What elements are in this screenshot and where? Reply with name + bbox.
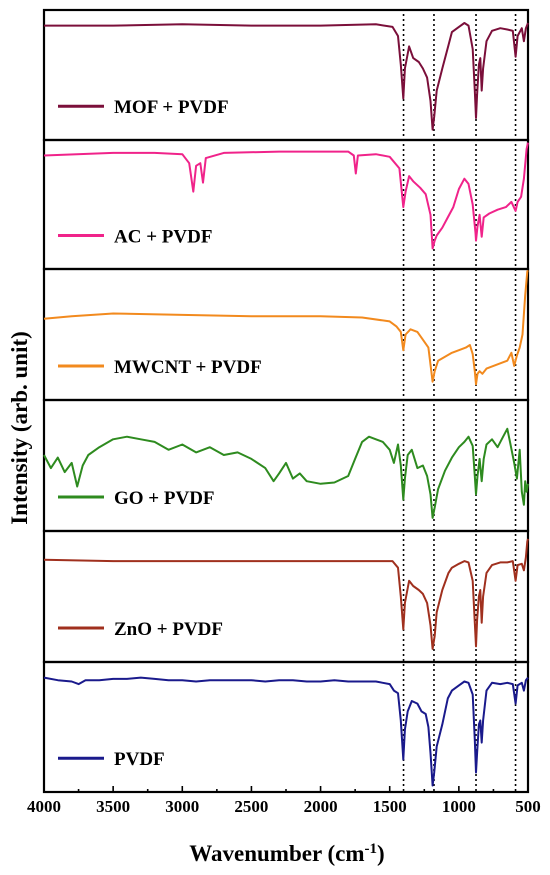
x-tick-label: 3500 [96, 797, 130, 816]
x-axis: 4000 3500 3000 2500 2000 1500 1000 500 [27, 786, 541, 816]
legend-label: AC + PVDF [114, 226, 212, 247]
x-tick-label: 2000 [304, 797, 338, 816]
panel-5: ZnO + PVDF [42, 529, 530, 664]
series-line [43, 269, 529, 386]
legend-label: ZnO + PVDF [114, 619, 223, 640]
x-axis-title-suffix: ) [377, 841, 385, 866]
panel-frame [42, 398, 530, 533]
panel-frame [42, 529, 530, 664]
legend-label: MOF + PVDF [114, 97, 229, 118]
panel-6: PVDF [42, 660, 530, 794]
legend-label: PVDF [114, 749, 165, 770]
y-axis-title: Intensity (arb. unit) [7, 331, 32, 525]
series-line [44, 22, 529, 131]
panel-3: MWCNT + PVDF [42, 267, 530, 402]
panel-4: GO + PVDF [42, 398, 530, 533]
panel-frame [42, 267, 530, 402]
reference-lines [402, 14, 517, 792]
x-tick-label: 500 [515, 797, 541, 816]
series-line [43, 538, 529, 650]
x-tick-label: 1000 [442, 797, 476, 816]
panels: MOF + PVDF AC + PVDF MWCNT + PVDF GO + PVDF… [42, 8, 530, 794]
panel-2: AC + PVDF [42, 138, 530, 271]
legend-label: MWCNT + PVDF [114, 357, 262, 378]
x-axis-title-superscript: -1 [365, 841, 378, 857]
x-tick-label: 1500 [373, 797, 407, 816]
x-tick-label: 3000 [165, 797, 199, 816]
x-axis-title-main: Wavenumber (cm [189, 841, 364, 866]
panel-1: MOF + PVDF [42, 8, 530, 142]
legend-label: GO + PVDF [114, 488, 215, 509]
panel-frame [42, 138, 530, 271]
panel-frame [42, 660, 530, 794]
series-line [43, 427, 529, 519]
x-tick-label: 2500 [234, 797, 268, 816]
x-tick-label: 4000 [27, 797, 61, 816]
series-line [43, 142, 529, 250]
x-axis-title: Wavenumber (cm-1) [189, 841, 384, 866]
series-line [43, 676, 529, 787]
